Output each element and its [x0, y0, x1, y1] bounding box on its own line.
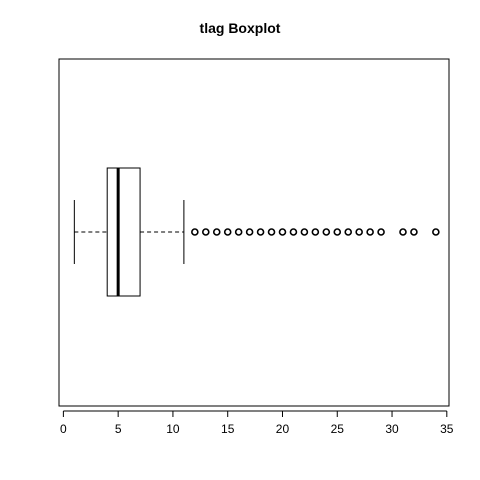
- outlier-point-7: [267, 228, 276, 236]
- outlier-point-0: [191, 228, 199, 236]
- outlier-point-5: [245, 228, 254, 236]
- outlier-point-17: [377, 228, 385, 236]
- outlier-point-1: [201, 228, 210, 236]
- outlier-point-20: [432, 228, 440, 236]
- outlier-point-2: [212, 228, 221, 236]
- x-tick-label-4: 20: [276, 422, 290, 436]
- x-tick-label-6: 30: [385, 422, 399, 436]
- outlier-point-15: [355, 228, 363, 236]
- chart-title: tlag Boxplot: [199, 20, 281, 36]
- iqr-box: [106, 167, 141, 297]
- outlier-point-3: [223, 228, 232, 236]
- x-tick-label-2: 10: [166, 422, 180, 436]
- x-tick-label-3: 15: [221, 422, 235, 436]
- outlier-point-10: [300, 228, 309, 236]
- x-tick-label-0: 0: [60, 422, 67, 436]
- x-tick-label-5: 25: [331, 422, 345, 436]
- x-tick-label-7: 35: [440, 422, 454, 436]
- outlier-point-9: [289, 228, 298, 236]
- outlier-point-4: [234, 228, 243, 236]
- outlier-point-18: [399, 228, 407, 236]
- outlier-point-12: [322, 228, 331, 236]
- plot-frame: [58, 58, 450, 407]
- outlier-point-16: [366, 228, 374, 236]
- outlier-point-14: [344, 228, 353, 236]
- outlier-point-8: [278, 228, 287, 236]
- outlier-point-13: [333, 228, 342, 236]
- x-tick-label-1: 5: [115, 422, 122, 436]
- outlier-point-6: [256, 228, 265, 236]
- outlier-point-19: [410, 228, 418, 236]
- outlier-point-11: [311, 228, 320, 236]
